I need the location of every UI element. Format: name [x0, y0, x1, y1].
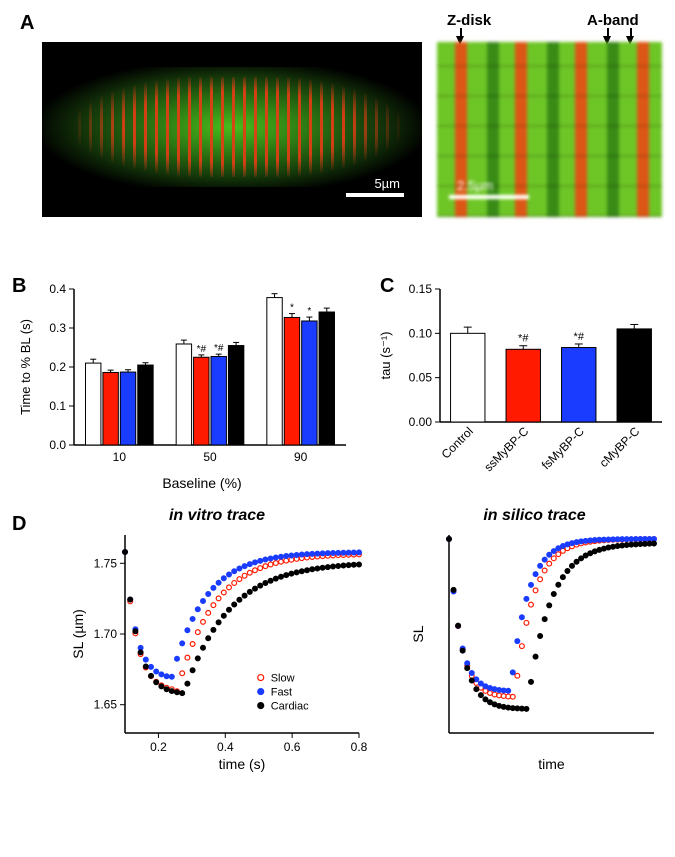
svg-text:0.0: 0.0 [49, 438, 66, 452]
scalebar-right-text: 2.5µm [457, 178, 493, 193]
aband-label: A-band [587, 12, 639, 29]
svg-text:1.65: 1.65 [94, 698, 118, 712]
svg-text:ssMyBP-C: ssMyBP-C [481, 424, 531, 474]
panel-d: D in vitro trace 0.2 0.4 0.6 0.8 1.65 1.70 1.7… [12, 507, 663, 807]
svg-text:0.2: 0.2 [49, 360, 66, 374]
panel-c: C 0.00 0.05 0.10 0.15 tau (s⁻¹) Control *# ssMy… [362, 275, 672, 495]
panel-c-chart: 0.00 0.05 0.10 0.15 tau (s⁻¹) Control *# ssMyBP… [362, 275, 672, 490]
svg-text:10: 10 [113, 450, 127, 464]
svg-text:0.10: 0.10 [409, 326, 433, 340]
svg-text:1.75: 1.75 [94, 556, 118, 570]
svg-text:Fast: Fast [271, 687, 292, 699]
svg-text:90: 90 [294, 450, 308, 464]
svg-text:0.2: 0.2 [150, 740, 167, 754]
svg-text:SL: SL [410, 625, 426, 642]
sarcomere-stripes [67, 77, 407, 177]
svg-text:*: * [307, 306, 311, 317]
svg-text:tau (s⁻¹): tau (s⁻¹) [378, 331, 393, 379]
svg-text:0.3: 0.3 [49, 321, 66, 335]
scalebar-left-text: 5µm [374, 176, 400, 191]
svg-text:0.4: 0.4 [49, 282, 66, 296]
panel-b-chart: 0.0 0.1 0.2 0.3 0.4 Time to % BL (s) 10 50 *# *# 9… [12, 275, 352, 475]
svg-text:0.6: 0.6 [284, 740, 301, 754]
svg-text:SL (µm): SL (µm) [70, 609, 86, 659]
svg-text:0.15: 0.15 [409, 282, 433, 296]
panel-d-right-title: in silico trace [407, 507, 662, 525]
scalebar-left [346, 193, 404, 197]
svg-text:0.8: 0.8 [351, 740, 367, 754]
svg-text:*: * [290, 303, 294, 314]
svg-text:0.1: 0.1 [49, 399, 66, 413]
svg-text:50: 50 [203, 450, 217, 464]
svg-text:time: time [538, 756, 565, 772]
panel-a-label: A [20, 12, 34, 35]
svg-text:fsMyBP-C: fsMyBP-C [539, 424, 587, 472]
panel-d-right-chart: time SL [407, 525, 662, 775]
svg-text:1.70: 1.70 [94, 627, 118, 641]
micrograph-right: 2.5µm [437, 42, 662, 217]
panel-d-left-chart: 0.2 0.4 0.6 0.8 1.65 1.70 1.75 time (s) SL (µm) S… [67, 525, 367, 775]
panel-b: B 0.0 0.1 0.2 0.3 0.4 Time to % BL (s) 10 50 *# *… [12, 275, 352, 495]
panel-b-label: B [12, 275, 26, 298]
panel-d-left-title: in vitro trace [67, 507, 367, 525]
svg-text:Control: Control [439, 424, 476, 461]
micrograph-left: 5µm [42, 42, 422, 217]
svg-text:cMyBP-C: cMyBP-C [597, 424, 643, 470]
svg-text:0.05: 0.05 [409, 371, 433, 385]
scalebar-right [449, 195, 529, 199]
svg-text:*#: *# [574, 331, 585, 343]
svg-text:*#: *# [197, 344, 207, 355]
svg-text:0.4: 0.4 [217, 740, 234, 754]
panel-d-label: D [12, 513, 26, 536]
svg-text:Time to % BL (s): Time to % BL (s) [18, 319, 33, 415]
svg-text:Cardiac: Cardiac [271, 701, 309, 713]
svg-text:time (s): time (s) [219, 756, 266, 772]
svg-text:Slow: Slow [271, 673, 295, 685]
svg-text:*#: *# [214, 343, 224, 354]
panel-b-xlabel: Baseline (%) [52, 475, 352, 491]
panel-c-label: C [380, 275, 394, 298]
svg-text:*#: *# [518, 333, 529, 345]
zdisk-label: Z-disk [447, 12, 491, 29]
svg-text:0.00: 0.00 [409, 415, 433, 429]
panel-a: A Z-disk A-band 5µm 2.5µm [12, 12, 663, 247]
panels-bc-row: B 0.0 0.1 0.2 0.3 0.4 Time to % BL (s) 10 50 *# *… [12, 275, 663, 495]
